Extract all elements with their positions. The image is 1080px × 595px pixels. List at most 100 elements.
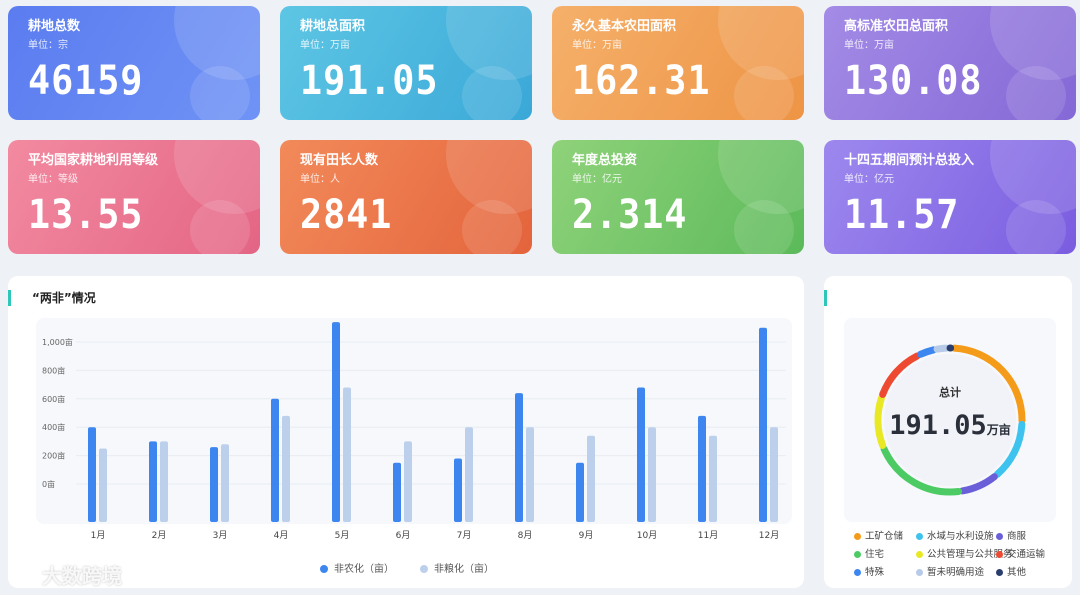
x-tick-label: 6月 — [396, 530, 411, 541]
donut-segment[interactable] — [993, 420, 1026, 478]
donut-center-label: 总计 — [939, 386, 961, 399]
legend-dot-icon — [854, 551, 861, 558]
decor-bubble — [734, 200, 794, 254]
kpi-value: 191.05 — [300, 58, 439, 104]
panel-accent-bar — [824, 290, 827, 306]
donut-legend-item[interactable]: 公共管理与公共服务 — [916, 546, 1013, 560]
donut-legend-item[interactable]: 其他 — [996, 564, 1056, 578]
donut-legend-item[interactable]: 水域与水利设施 — [916, 528, 996, 542]
bar-nongrain[interactable] — [343, 387, 351, 522]
decor-bubble — [1006, 66, 1066, 120]
x-tick-label: 11月 — [698, 530, 718, 541]
x-tick-label: 9月 — [579, 530, 594, 541]
panel-accent-bar — [8, 290, 11, 306]
legend-dot-icon — [996, 569, 1003, 576]
kpi-unit: 单位：亿元 — [572, 174, 622, 185]
kpi-card: 现有田长人数 单位：人 2841 — [280, 140, 532, 254]
x-tick-label: 7月 — [457, 530, 472, 541]
decor-bubble — [190, 200, 250, 254]
x-tick-label: 8月 — [518, 530, 533, 541]
legend-dot-icon — [916, 533, 923, 540]
legend-dot-icon — [320, 565, 328, 573]
kpi-title: 永久基本农田面积 — [572, 19, 677, 34]
legend-nongrain[interactable]: 非粮化（亩） — [420, 560, 494, 575]
legend-nonfarm[interactable]: 非农化（亩） — [320, 560, 394, 575]
bar-nonfarm[interactable] — [454, 458, 462, 522]
kpi-card: 十四五期间预计总投入 单位：亿元 11.57 — [824, 140, 1076, 254]
donut-legend-item[interactable]: 交通运输 — [996, 546, 1056, 560]
donut-segment[interactable] — [879, 352, 921, 398]
donut-legend-item[interactable]: 特殊 — [854, 564, 916, 578]
legend-dot-icon — [916, 569, 923, 576]
y-tick-label: 0亩 — [42, 479, 55, 489]
donut-segment[interactable] — [874, 394, 887, 449]
bar-nonfarm[interactable] — [271, 398, 279, 522]
bar-nongrain[interactable] — [99, 448, 107, 523]
decor-bubble — [190, 66, 250, 120]
bar-nongrain[interactable] — [526, 427, 534, 522]
donut-segment[interactable] — [933, 344, 950, 353]
kpi-value: 130.08 — [844, 58, 983, 104]
x-tick-label: 2月 — [152, 530, 167, 541]
bar-nonfarm[interactable] — [759, 327, 767, 522]
y-tick-label: 200亩 — [42, 451, 65, 461]
kpi-title: 年度总投资 — [572, 153, 638, 168]
two-non-panel: “两非”情况 0亩 200亩 400亩 600亩 800亩 1,000亩 1月 2月 3月 4月 5… — [8, 276, 804, 588]
y-tick-label: 600亩 — [42, 394, 65, 404]
decor-bubble — [462, 200, 522, 254]
donut-area: 总计 191.05万亩 — [844, 318, 1056, 522]
x-tick-label: 3月 — [213, 530, 228, 541]
donut-legend-item[interactable]: 商服 — [996, 528, 1056, 542]
kpi-card: 年度总投资单位：亿元 2.314 — [552, 140, 804, 254]
legend-dot-icon — [854, 533, 861, 540]
bar-nonfarm[interactable] — [332, 322, 340, 522]
kpi-title: 耕地总数 — [28, 19, 81, 34]
donut-segment[interactable] — [950, 344, 1026, 425]
kpi-card: 永久基本农田面积 单位：万亩 162.31 — [552, 6, 804, 120]
y-tick-label: 400亩 — [42, 422, 65, 432]
donut-segment[interactable] — [880, 445, 963, 496]
bar-nonfarm[interactable] — [698, 415, 706, 522]
bar-nongrain[interactable] — [160, 441, 168, 522]
donut-segment[interactable] — [958, 473, 998, 495]
bar-nonfarm[interactable] — [393, 462, 401, 522]
bar-nonfarm[interactable] — [576, 462, 584, 522]
bar-nonfarm[interactable] — [149, 441, 157, 522]
bar-nongrain[interactable] — [770, 427, 778, 522]
kpi-unit: 单位：万亩 — [844, 40, 894, 51]
donut-legend-item[interactable]: 工矿仓储 — [854, 528, 916, 542]
bar-nongrain[interactable] — [404, 441, 412, 522]
kpi-value: 2841 — [300, 192, 393, 238]
bar-nongrain[interactable] — [648, 427, 656, 522]
donut-segment[interactable] — [916, 346, 937, 358]
donut-center-value-wrap: 191.05万亩 — [844, 410, 1056, 441]
bar-nonfarm[interactable] — [637, 387, 645, 522]
watermark-logo-icon — [11, 570, 37, 585]
kpi-title: 十四五期间预计总投入 — [844, 153, 975, 168]
donut-legend-item[interactable]: 暂未明确用途 — [916, 564, 996, 578]
bar-nonfarm[interactable] — [88, 427, 96, 522]
kpi-unit: 单位：等级 — [28, 174, 78, 185]
bar-nongrain[interactable] — [221, 444, 229, 522]
donut-center-unit: 万亩 — [986, 423, 1011, 437]
bar-nongrain[interactable] — [587, 435, 595, 522]
legend-dot-icon — [854, 569, 861, 576]
legend-dot-icon — [420, 565, 428, 573]
decor-bubble — [734, 66, 794, 120]
legend-dot-icon — [916, 551, 923, 558]
donut-inner-bg — [884, 354, 1016, 486]
x-tick-label: 4月 — [274, 530, 289, 541]
bar-nongrain[interactable] — [709, 435, 717, 522]
bar-nonfarm[interactable] — [515, 393, 523, 522]
legend-dot-icon — [996, 533, 1003, 540]
panel-title: “两非”情况 — [32, 291, 96, 305]
kpi-unit: 单位：宗 — [28, 40, 68, 51]
kpi-unit: 单位：万亩 — [300, 40, 350, 51]
kpi-title: 高标准农田总面积 — [844, 19, 949, 34]
bar-nongrain[interactable] — [282, 415, 290, 522]
bar-nonfarm[interactable] — [210, 447, 218, 522]
kpi-value: 2.314 — [572, 192, 688, 238]
land-use-panel: 总计 191.05万亩 工矿仓储 水域与水利设施 商服住宅 公共管理与公共服务 交通运输… — [824, 276, 1072, 588]
bar-nongrain[interactable] — [465, 427, 473, 522]
donut-legend-item[interactable]: 住宅 — [854, 546, 916, 560]
